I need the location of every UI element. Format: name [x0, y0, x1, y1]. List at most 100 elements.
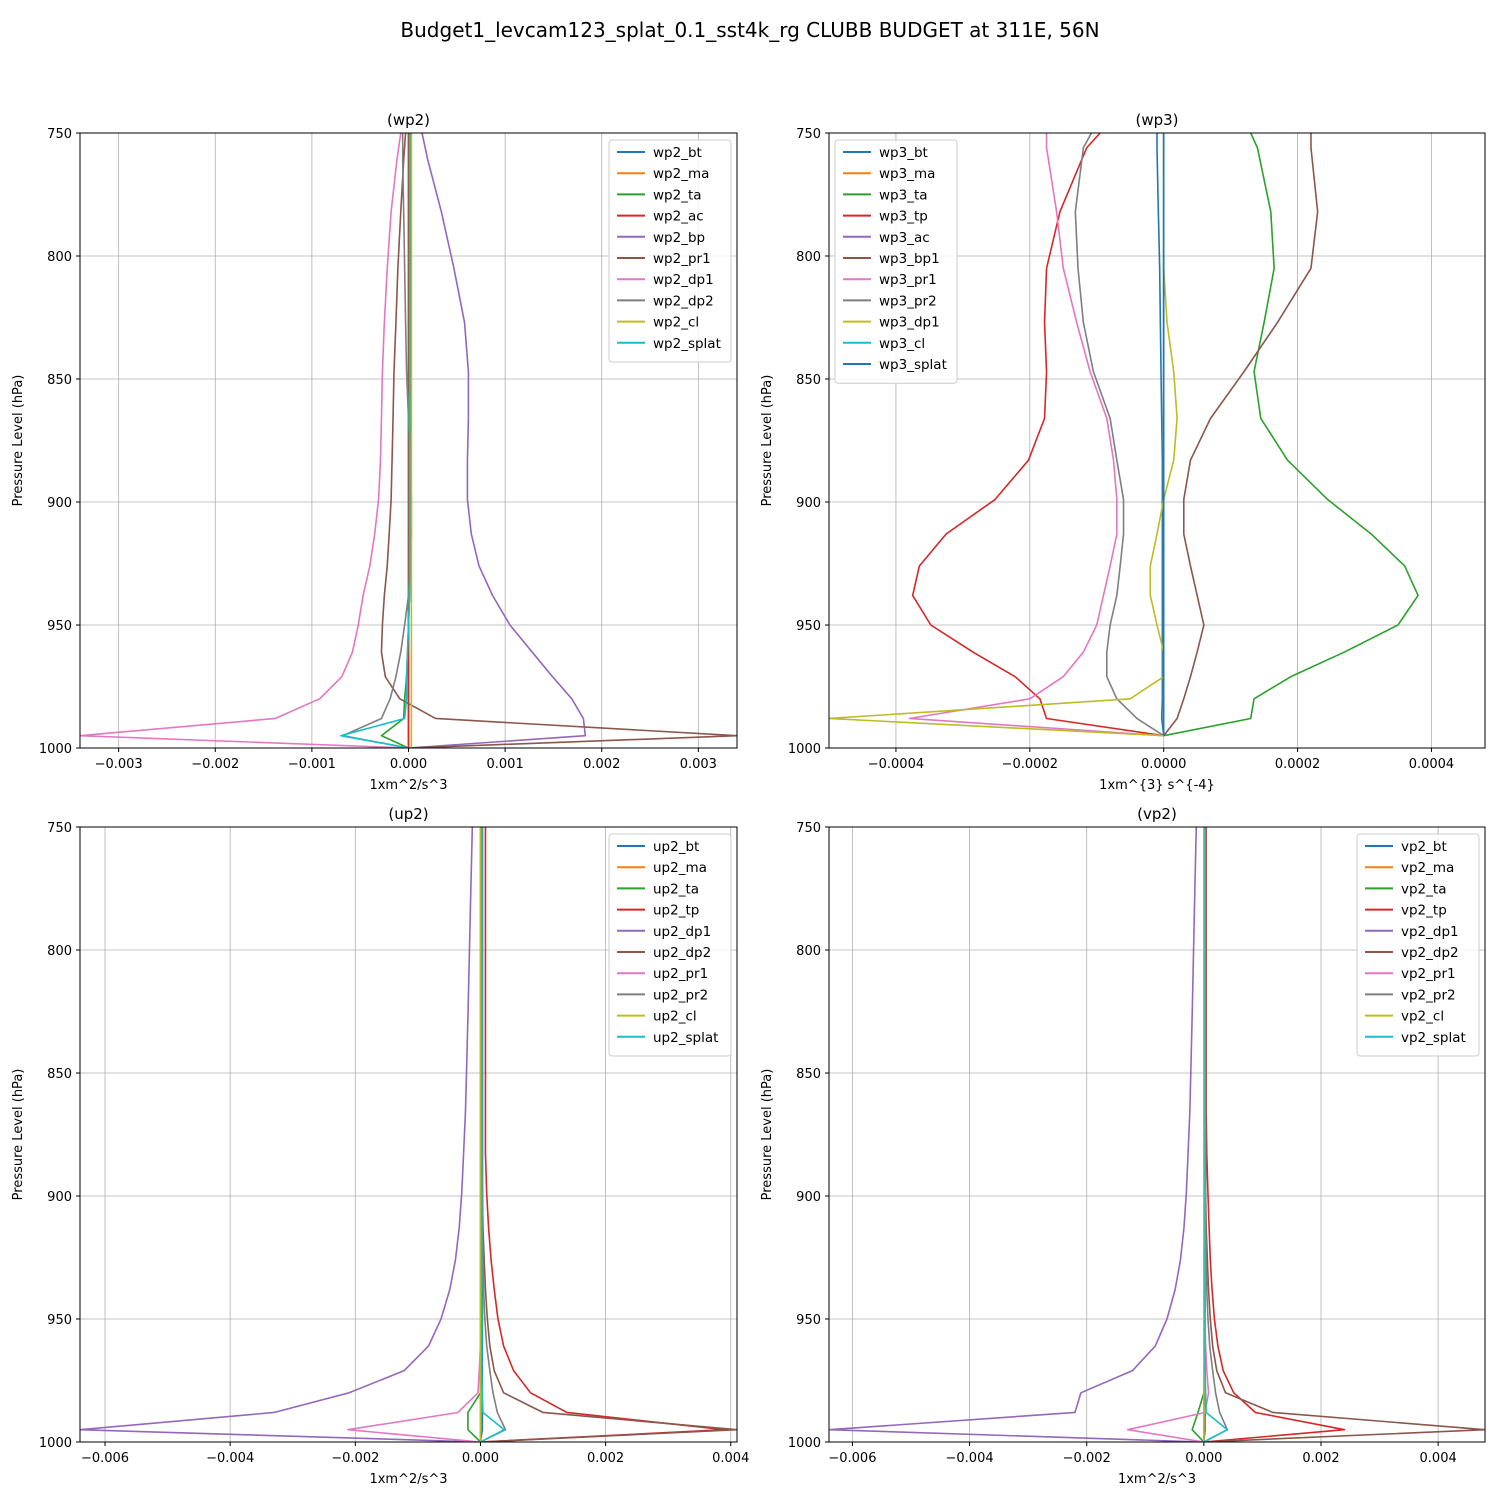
y-tick-label: 1000 — [39, 1436, 72, 1451]
y-tick-label: 900 — [47, 496, 72, 511]
x-tick-label: 0.002 — [583, 757, 620, 772]
legend-label-wp3_ac: wp3_ac — [879, 230, 930, 246]
series-line-wp2_dp2 — [341, 133, 413, 748]
series-line-up2_splat — [480, 827, 506, 1442]
y-axis-label: Pressure Level (hPa) — [11, 375, 26, 507]
chart-panel-wp3: −0.0004 −0.0002 0.0000 0.0002 0.0004 750 800 85… — [760, 111, 1486, 793]
legend-label-wp2_ma: wp2_ma — [653, 166, 709, 182]
series-line-vp2_splat — [1203, 827, 1229, 1442]
legend-label-vp2_splat: vp2_splat — [1401, 1030, 1466, 1046]
y-tick-label: 750 — [47, 821, 72, 836]
series-line-wp3_pr2 — [1074, 133, 1165, 737]
legend-label-up2_bt: up2_bt — [653, 839, 699, 855]
legend: up2_bt up2_ma up2_ta up2_tp up2_dp1 up2_dp2up… — [608, 833, 732, 1057]
panel-title: (up2) — [388, 805, 428, 823]
x-tick-label: −0.001 — [288, 757, 336, 772]
legend-label-wp3_splat: wp3_splat — [879, 357, 947, 373]
legend: vp2_bt vp2_ma vp2_ta vp2_tp vp2_dp1 vp2_dp2vp… — [1356, 833, 1480, 1057]
legend-label-vp2_tp: vp2_tp — [1401, 903, 1447, 919]
series-line-vp2_dp1 — [829, 827, 1204, 1442]
legend-label-wp3_bt: wp3_bt — [879, 145, 928, 161]
legend-label-up2_ma: up2_ma — [653, 860, 707, 876]
legend-label-wp3_pr1: wp3_pr1 — [879, 272, 937, 288]
y-tick-label: 750 — [796, 821, 821, 836]
legend-box — [608, 139, 732, 363]
legend-label-wp2_splat: wp2_splat — [653, 336, 721, 352]
x-axis-label: 1xm^2/s^3 — [369, 778, 447, 793]
x-tick-label: 0.003 — [680, 757, 717, 772]
y-tick-label: 800 — [796, 250, 821, 265]
x-tick-label: −0.002 — [191, 757, 239, 772]
x-tick-label: −0.0004 — [868, 757, 924, 772]
legend-label-wp2_ac: wp2_ac — [653, 209, 704, 225]
legend-label-wp3_tp: wp3_tp — [879, 209, 928, 225]
x-tick-label: −0.002 — [331, 1451, 379, 1466]
y-tick-label: 950 — [796, 1313, 821, 1328]
x-axis-label: 1xm^{3} s^{-4} — [1099, 778, 1215, 793]
legend-label-up2_cl: up2_cl — [653, 1009, 697, 1025]
legend-label-up2_ta: up2_ta — [653, 881, 699, 897]
legend-label-vp2_ta: vp2_ta — [1401, 881, 1446, 897]
y-tick-label: 1000 — [39, 742, 72, 757]
y-tick-label: 950 — [47, 1313, 72, 1328]
legend-label-wp3_ma: wp3_ma — [879, 166, 935, 182]
x-tick-label: 0.002 — [1302, 1451, 1339, 1466]
chart-panel-vp2: −0.006 −0.004 −0.002 0.000 0.002 0.004 750 800 8… — [760, 805, 1486, 1487]
panel-title: (wp3) — [1135, 111, 1178, 129]
legend-label-wp3_cl: wp3_cl — [879, 336, 925, 352]
series-line-vp2_pr1 — [1126, 827, 1210, 1442]
series-line-vp2_tp — [1203, 827, 1346, 1442]
y-tick-label: 950 — [796, 619, 821, 634]
legend-label-wp3_dp1: wp3_dp1 — [879, 315, 940, 331]
legend-label-vp2_dp2: vp2_dp2 — [1401, 945, 1459, 961]
x-tick-label: −0.0002 — [1002, 757, 1058, 772]
series-group — [829, 133, 1419, 737]
legend: wp2_bt wp2_ma wp2_ta wp2_ac wp2_bp wp2_pr1 wp2… — [608, 139, 732, 363]
series-line-up2_pr1 — [347, 827, 483, 1442]
series-line-up2_dp1 — [80, 827, 481, 1442]
legend-box — [1356, 833, 1480, 1057]
y-tick-label: 1000 — [788, 1436, 821, 1451]
x-tick-label: −0.004 — [946, 1451, 994, 1466]
legend: wp3_bt wp3_ma wp3_ta wp3_tp wp3_ac wp3_bp1 wp3… — [834, 139, 958, 384]
legend-label-vp2_pr1: vp2_pr1 — [1401, 966, 1456, 982]
series-line-wp2_splat — [340, 133, 411, 748]
legend-label-wp2_bt: wp2_bt — [653, 145, 702, 161]
y-tick-label: 850 — [47, 1067, 72, 1082]
series-line-up2_tp — [480, 827, 726, 1442]
legend-label-up2_splat: up2_splat — [653, 1030, 718, 1046]
legend-label-up2_pr1: up2_pr1 — [653, 966, 708, 982]
y-tick-label: 900 — [796, 496, 821, 511]
legend-label-wp3_bp1: wp3_bp1 — [879, 251, 940, 267]
y-tick-label: 750 — [796, 127, 821, 142]
legend-label-vp2_pr2: vp2_pr2 — [1401, 987, 1456, 1003]
legend-label-wp2_dp2: wp2_dp2 — [653, 293, 714, 309]
series-line-wp2_bp — [408, 133, 587, 748]
legend-label-wp2_ta: wp2_ta — [653, 187, 702, 203]
x-tick-label: 0.000 — [462, 1451, 499, 1466]
legend-label-wp2_bp: wp2_bp — [653, 230, 705, 246]
series-line-vp2_pr2 — [1203, 827, 1229, 1442]
y-tick-label: 900 — [796, 1190, 821, 1205]
legend-label-up2_dp2: up2_dp2 — [653, 945, 711, 961]
panel-title: (wp2) — [387, 111, 430, 129]
series-line-wp3_ta — [1163, 133, 1419, 737]
x-tick-label: −0.002 — [1063, 1451, 1111, 1466]
y-tick-label: 1000 — [788, 742, 821, 757]
chart-panel-up2: −0.006 −0.004 −0.002 0.000 0.002 0.004 750 800 8… — [11, 805, 749, 1487]
x-tick-label: −0.006 — [81, 1451, 129, 1466]
panel-title: (vp2) — [1137, 805, 1177, 823]
series-line-wp3_bp1 — [1163, 133, 1319, 737]
chart-panel-wp2: −0.003 −0.002 −0.001 0.000 0.001 0.002 0.003 75… — [11, 111, 738, 793]
y-tick-label: 800 — [796, 944, 821, 959]
y-tick-label: 850 — [796, 373, 821, 388]
x-tick-label: 0.004 — [1420, 1451, 1457, 1466]
x-tick-label: 0.002 — [587, 1451, 624, 1466]
series-group — [829, 827, 1485, 1442]
x-tick-label: 0.0004 — [1409, 757, 1455, 772]
y-tick-label: 800 — [47, 250, 72, 265]
legend-label-vp2_ma: vp2_ma — [1401, 860, 1454, 876]
y-tick-label: 850 — [47, 373, 72, 388]
legend-label-wp3_ta: wp3_ta — [879, 187, 928, 203]
y-axis-label: Pressure Level (hPa) — [760, 375, 775, 507]
